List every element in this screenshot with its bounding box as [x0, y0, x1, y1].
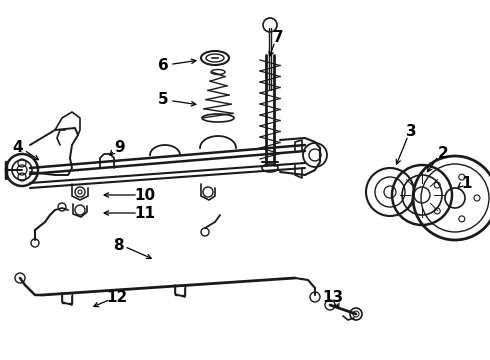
Text: 8: 8 [113, 238, 123, 252]
Text: 2: 2 [438, 145, 448, 161]
Text: 4: 4 [13, 140, 24, 156]
Text: 9: 9 [115, 140, 125, 156]
Text: 13: 13 [322, 291, 343, 306]
Bar [175, 285, 185, 295]
Text: 6: 6 [158, 58, 169, 72]
Bar [62, 293, 72, 303]
Text: 3: 3 [406, 125, 416, 139]
Text: 10: 10 [134, 188, 155, 202]
Text: 5: 5 [158, 93, 168, 108]
Text: 12: 12 [106, 291, 127, 306]
Text: 1: 1 [462, 175, 472, 190]
Text: 7: 7 [273, 31, 283, 45]
Text: 11: 11 [134, 206, 155, 220]
